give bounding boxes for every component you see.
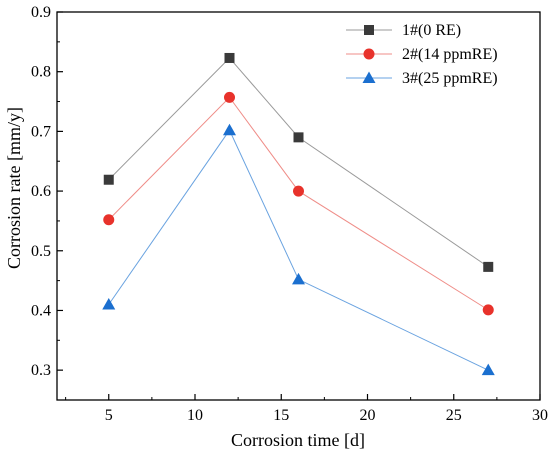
x-tick-label: 30 — [532, 407, 548, 424]
legend-label: 3#(25 ppmRE) — [402, 70, 498, 87]
series-2 — [103, 91, 494, 316]
x-tick-label: 10 — [187, 407, 203, 424]
y-tick-label: 0.6 — [31, 183, 51, 200]
data-point — [482, 304, 494, 316]
plot-area — [56, 11, 541, 401]
series-1 — [103, 52, 494, 272]
series-layer — [102, 52, 495, 376]
y-tick-label: 0.9 — [31, 4, 51, 21]
data-point — [293, 132, 304, 143]
y-tick-label: 0.4 — [31, 302, 51, 319]
data-point — [293, 185, 304, 197]
legend-item: 3#(25 ppmRE) — [346, 70, 498, 87]
series-line — [108, 129, 489, 371]
x-tick-label: 5 — [105, 407, 113, 424]
x-axis-label: Corrosion time [d] — [231, 430, 365, 450]
y-tick-label: 0.7 — [31, 123, 51, 140]
y-tick-label: 0.5 — [31, 243, 51, 260]
x-axis-ticks: 5 10 15 20 25 30 — [65, 394, 548, 424]
y-tick-label: 0.8 — [31, 64, 51, 81]
x-tick-label: 15 — [273, 407, 289, 424]
data-point — [102, 297, 116, 310]
data-point — [224, 91, 235, 103]
data-point — [223, 123, 236, 136]
plot-frame — [56, 11, 541, 401]
legend: 1#(0 RE) 2#(14 ppmRE) 3#(25 ppmRE) — [346, 22, 498, 87]
legend-item: 1#(0 RE) — [346, 22, 461, 39]
x-tick-label: 20 — [360, 407, 376, 424]
series-line — [108, 96, 489, 311]
data-point — [103, 214, 115, 226]
y-axis-ticks: 0.3 0.4 0.5 0.6 0.7 0.8 0.9 — [31, 4, 63, 379]
y-tick-label: 0.3 — [31, 362, 51, 379]
data-point — [103, 174, 114, 185]
data-point — [483, 261, 494, 272]
legend-label: 1#(0 RE) — [402, 22, 461, 39]
legend-marker — [363, 48, 375, 60]
data-point — [292, 272, 305, 285]
series-line — [108, 57, 489, 268]
legend-marker — [364, 25, 374, 35]
legend-marker — [362, 71, 376, 83]
x-tick-label: 25 — [446, 407, 462, 424]
legend-label: 2#(14 ppmRE) — [402, 46, 498, 63]
y-axis-label: Corrosion rate [mm/y] — [4, 107, 24, 269]
data-point — [481, 363, 495, 376]
series-3 — [102, 123, 495, 376]
data-point — [224, 52, 235, 63]
legend-item: 2#(14 ppmRE) — [346, 46, 498, 63]
